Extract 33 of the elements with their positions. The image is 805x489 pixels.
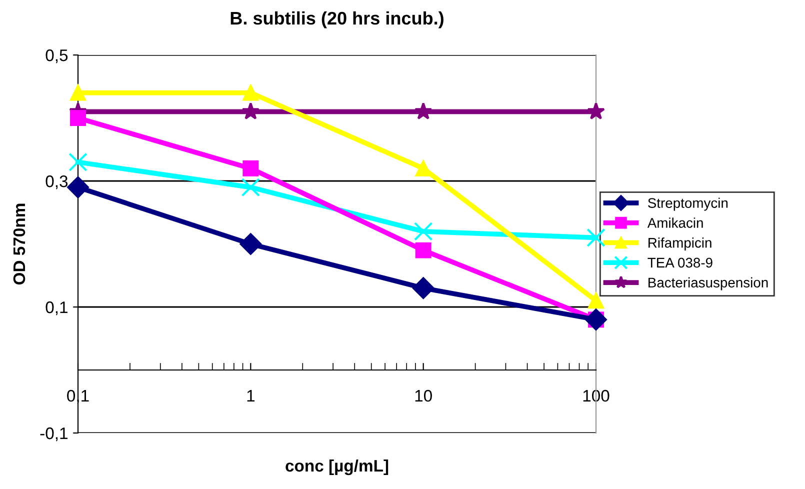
point xyxy=(242,84,259,101)
point xyxy=(70,110,86,126)
y-tick-label: 0,3 xyxy=(46,175,68,190)
point xyxy=(68,152,88,172)
x-tick-label: 10 xyxy=(415,390,432,402)
legend-label: Bacteriasuspension xyxy=(648,277,768,290)
y-tick-label: 0,1 xyxy=(46,301,68,316)
point xyxy=(412,277,434,299)
point xyxy=(585,308,607,330)
legend-label: Rifampicin xyxy=(648,238,712,250)
x-tick-label: 100 xyxy=(583,390,610,402)
point xyxy=(586,228,606,248)
legend-label: TEA 038-9 xyxy=(648,258,712,268)
point xyxy=(588,292,604,309)
chart-title: B. subtilis (20 hrs incub.) xyxy=(230,11,444,28)
point xyxy=(240,233,262,255)
x-tick-label: 1 xyxy=(247,390,254,402)
point xyxy=(415,242,432,258)
point xyxy=(414,222,433,241)
point xyxy=(241,178,260,197)
y-tick-label: 0,5 xyxy=(46,49,68,64)
y-axis-title: OD 570nm xyxy=(13,204,26,285)
point xyxy=(70,84,86,101)
x-axis-title: conc [µg/mL] xyxy=(286,459,388,476)
point xyxy=(242,160,259,176)
point xyxy=(67,176,89,198)
point xyxy=(587,102,605,120)
y-tick-label: -0,1 xyxy=(40,427,68,442)
point xyxy=(242,102,260,120)
point xyxy=(414,102,432,120)
point xyxy=(415,160,432,176)
legend-label: Streptomycin xyxy=(648,198,728,211)
legend-label: Amikacin xyxy=(647,218,703,228)
